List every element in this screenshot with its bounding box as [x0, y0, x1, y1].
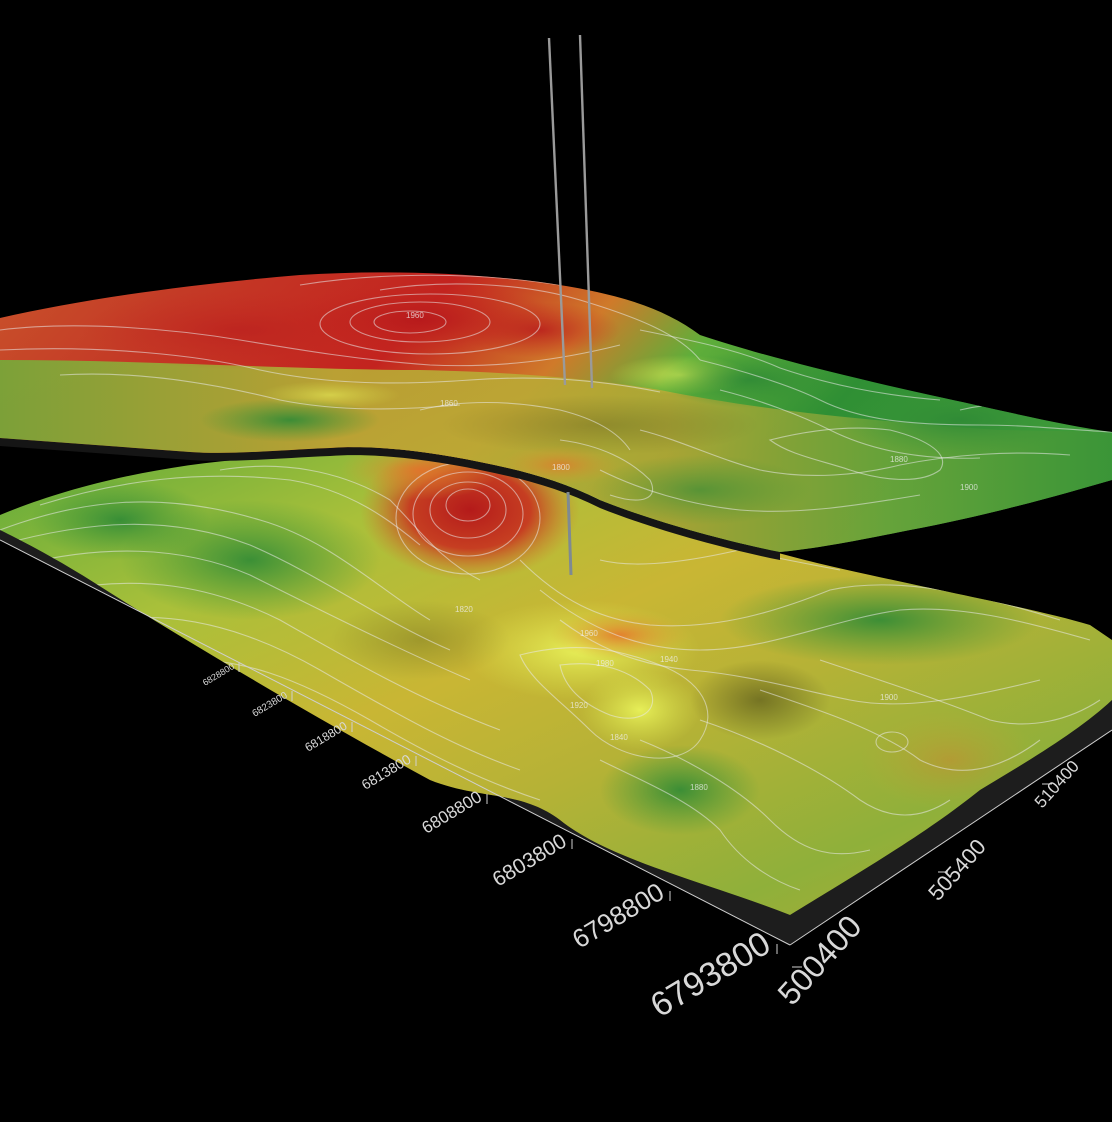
svg-text:1920: 1920	[570, 701, 588, 710]
axis-y-tick: 6808800	[419, 787, 488, 838]
svg-text:1940: 1940	[660, 655, 678, 664]
well-1[interactable]	[547, 37, 567, 386]
svg-text:1860: 1860	[440, 399, 458, 408]
well-2[interactable]	[578, 34, 594, 389]
axis-y-tick-label: 6793800	[644, 924, 777, 1025]
axis-y-tick-label: 6813800	[359, 751, 414, 793]
axis-y-tick-label: 6808800	[419, 787, 486, 837]
axis-y-tick: 6818800	[302, 718, 353, 755]
axis-y-tick-label: 6803800	[489, 830, 571, 892]
axis-y-tick: 6793800	[644, 924, 778, 1025]
svg-text:1900: 1900	[960, 483, 978, 492]
axis-y-tick: 6823800	[251, 690, 293, 720]
axis-y-tick: 6803800	[489, 830, 573, 892]
svg-text:1800: 1800	[552, 463, 570, 472]
well-1-lower-segment[interactable]	[566, 491, 573, 576]
svg-text:1960: 1960	[580, 629, 598, 638]
axis-y-tick-label: 6823800	[251, 690, 290, 720]
upper-contour-labels: 1860 1800 1880 1900 1960	[406, 311, 978, 492]
upper-surface-skirt	[0, 438, 780, 560]
axis-x-line	[789, 729, 1112, 946]
svg-text:1960: 1960	[406, 311, 424, 320]
axis-y-tick: 6813800	[359, 751, 417, 793]
svg-text:1980: 1980	[596, 659, 614, 668]
axis-y-tick: 6798800	[567, 876, 671, 954]
svg-text:1840: 1840	[610, 733, 628, 742]
axis-y-tick: 6828800	[201, 661, 240, 688]
svg-text:1820: 1820	[455, 605, 473, 614]
axis-y-tick-label: 6818800	[302, 718, 350, 754]
axis-y-tick-label: 6798800	[567, 876, 669, 954]
upper-contours	[0, 274, 1112, 512]
svg-text:1900: 1900	[880, 693, 898, 702]
well-traces[interactable]	[547, 34, 594, 576]
axis-y-line	[0, 539, 791, 946]
svg-text:1880: 1880	[890, 455, 908, 464]
axis-y-tick-label: 6828800	[201, 661, 236, 688]
svg-text:1880: 1880	[690, 783, 708, 792]
